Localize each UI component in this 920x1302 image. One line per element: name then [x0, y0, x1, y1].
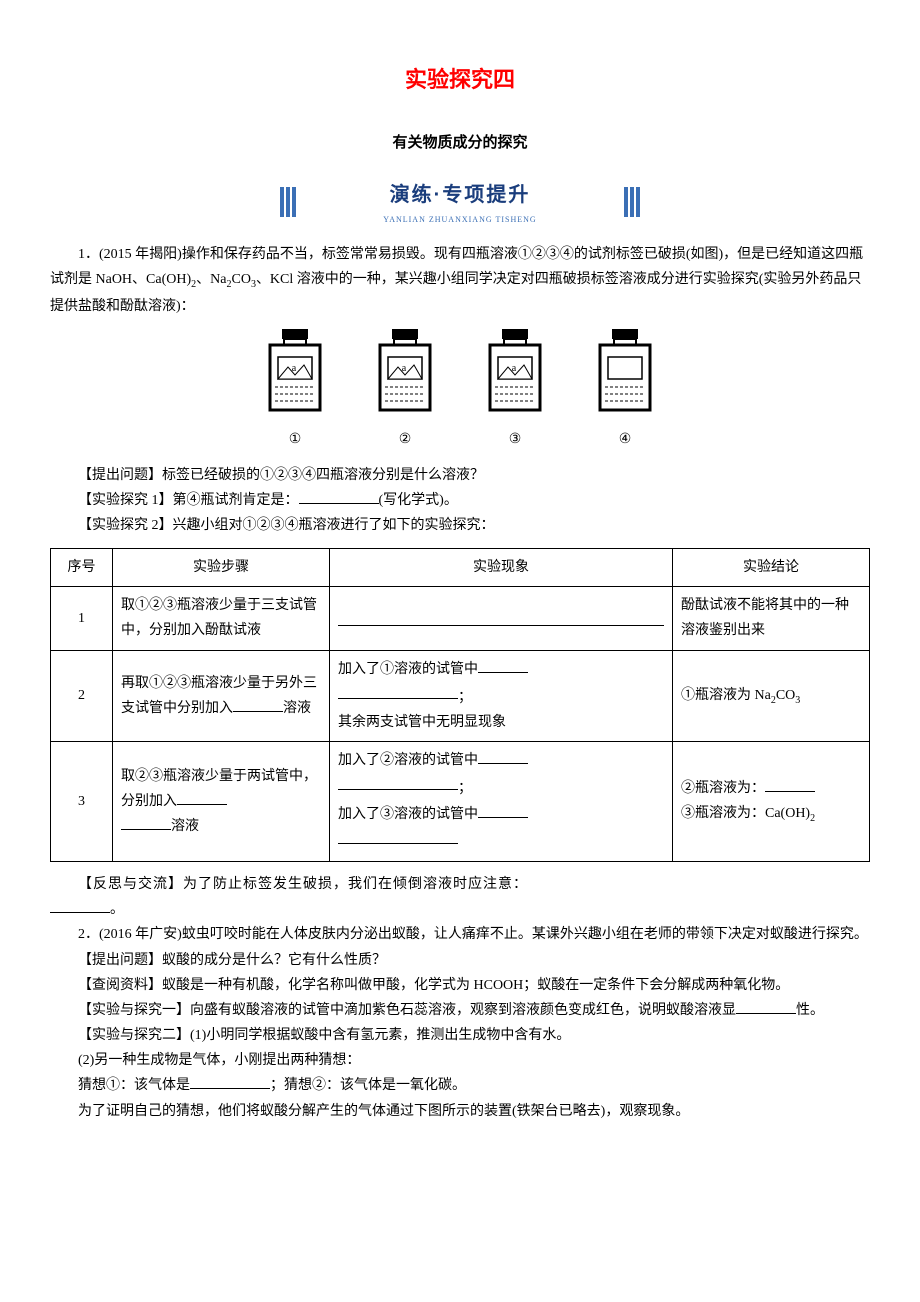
blank-input[interactable]	[338, 684, 458, 699]
phen-c: 加入了③溶液的试管中	[338, 807, 478, 822]
step-text-a: 取②③瓶溶液少量于两试管中，分别加入	[121, 769, 317, 809]
svg-text:a: a	[512, 363, 517, 374]
q1-propose: 【提出问题】标签已经破损的①②③④四瓶溶液分别是什么溶液？	[50, 463, 870, 488]
cell-phen	[330, 587, 673, 650]
blank-input[interactable]	[338, 611, 664, 626]
phen-a: 加入了②溶液的试管中	[338, 753, 478, 768]
sub: 3	[795, 694, 800, 705]
q2-intro: 2．(2016 年广安)蚊虫叮咬时能在人体皮肤内分泌出蚁酸，让人痛痒不止。某课外…	[50, 922, 870, 947]
q2-propose: 【提出问题】蚁酸的成分是什么？它有什么性质？	[50, 948, 870, 973]
table-row: 3 取②③瓶溶液少量于两试管中，分别加入 溶液 加入了②溶液的试管中 ； 加入了…	[51, 742, 870, 862]
table-row: 2 再取①②③瓶溶液少量于另外三支试管中分别加入溶液 加入了①溶液的试管中 ； …	[51, 650, 870, 742]
banner-pinyin: YANLIAN ZHUANXIANG TISHENG	[296, 213, 624, 227]
blank-input[interactable]	[177, 804, 227, 805]
banner-bars-left	[280, 187, 296, 217]
cell-step: 取②③瓶溶液少量于两试管中，分别加入 溶液	[113, 742, 330, 862]
bottle-num-3: ③	[480, 427, 550, 452]
guess-a: 猜想①：该气体是	[78, 1078, 190, 1093]
q2-verify: 为了证明自己的猜想，他们将蚁酸分解产生的气体通过下图所示的装置(铁架台已略去)，…	[50, 1099, 870, 1124]
blank-input[interactable]	[736, 999, 796, 1014]
bottle-icon: a	[480, 329, 550, 414]
bottle-num-2: ②	[370, 427, 440, 452]
q1-exp1-tail: (写化学式)。	[379, 493, 458, 508]
bottle-icon	[590, 329, 660, 414]
cell-concl: ①瓶溶液为 Na2CO3	[673, 650, 870, 742]
cell-step: 取①②③瓶溶液少量于三支试管中，分别加入酚酞试液	[113, 587, 330, 650]
bottle-1: a ①	[260, 329, 330, 452]
bottle-4: ④	[590, 329, 660, 452]
cell-phen: 加入了①溶液的试管中 ； 其余两支试管中无明显现象	[330, 650, 673, 742]
blank-input[interactable]	[121, 829, 171, 830]
step-text-b: 溶液	[171, 819, 199, 834]
cell-phen: 加入了②溶液的试管中 ； 加入了③溶液的试管中	[330, 742, 673, 862]
step-text-b: 溶液	[283, 701, 311, 716]
q1-reflect: 【反思与交流】为了防止标签发生破损，我们在倾倒溶液时应注意：	[50, 872, 870, 897]
phen-b: ；	[458, 690, 472, 705]
q1-exp1: 【实验探究 1】第④瓶试剂肯定是： (写化学式)。	[50, 488, 870, 513]
cell-seq: 2	[51, 650, 113, 742]
concl-a: ①瓶溶液为 Na	[681, 688, 771, 703]
blank-input[interactable]	[765, 791, 815, 792]
bottle-3: a ③	[480, 329, 550, 452]
blank-input[interactable]	[338, 775, 458, 790]
th-phen: 实验现象	[330, 549, 673, 587]
phen-b: ；	[458, 781, 472, 796]
subtitle: 有关物质成分的探究	[50, 130, 870, 157]
banner: 演练·专项提升 YANLIAN ZHUANXIANG TISHENG	[280, 177, 640, 227]
table-header-row: 序号 实验步骤 实验现象 实验结论	[51, 549, 870, 587]
experiment-table: 序号 实验步骤 实验现象 实验结论 1 取①②③瓶溶液少量于三支试管中，分别加入…	[50, 548, 870, 862]
q2-info: 【查阅资料】蚁酸是一种有机酸，化学名称叫做甲酸，化学式为 HCOOH；蚁酸在一定…	[50, 973, 870, 998]
reflect-text: 【反思与交流】为了防止标签发生破损，我们在倾倒溶液时应注意：	[78, 877, 528, 892]
banner-bars-right	[624, 187, 640, 217]
guess-b: ；猜想②：该气体是一氧化碳。	[270, 1078, 466, 1093]
blank-input[interactable]	[50, 898, 110, 913]
q2-exp2-1: 【实验与探究二】(1)小明同学根据蚁酸中含有氢元素，推测出生成物中含有水。	[50, 1023, 870, 1048]
bottle-icon: a	[260, 329, 330, 414]
th-concl: 实验结论	[673, 549, 870, 587]
concl-b: CO	[776, 688, 795, 703]
table-row: 1 取①②③瓶溶液少量于三支试管中，分别加入酚酞试液 酚酞试液不能将其中的一种溶…	[51, 587, 870, 650]
phen-c: 其余两支试管中无明显现象	[338, 715, 506, 730]
th-step: 实验步骤	[113, 549, 330, 587]
th-seq: 序号	[51, 549, 113, 587]
blank-input[interactable]	[478, 763, 528, 764]
q1-intro-b: 、Na	[196, 272, 226, 287]
q1-intro-c: CO	[231, 272, 250, 287]
q2-exp2-2: (2)另一种生成物是气体，小刚提出两种猜想：	[50, 1048, 870, 1073]
concl-b: ③瓶溶液为：Ca(OH)	[681, 806, 810, 821]
bottles-row: a ① a ② a	[50, 329, 870, 452]
blank-input[interactable]	[233, 711, 283, 712]
svg-text:a: a	[402, 363, 407, 374]
bottle-icon: a	[370, 329, 440, 414]
q2-exp1-a: 【实验与探究一】向盛有蚁酸溶液的试管中滴加紫色石蕊溶液，观察到溶液颜色变成红色，…	[78, 1003, 736, 1018]
sub: 2	[810, 813, 815, 824]
cell-concl: 酚酞试液不能将其中的一种溶液鉴别出来	[673, 587, 870, 650]
q2-guess: 猜想①：该气体是 ；猜想②：该气体是一氧化碳。	[50, 1073, 870, 1098]
cell-seq: 1	[51, 587, 113, 650]
cell-step: 再取①②③瓶溶液少量于另外三支试管中分别加入溶液	[113, 650, 330, 742]
bottle-num-1: ①	[260, 427, 330, 452]
banner-main-text: 演练·专项提升	[296, 177, 624, 213]
blank-input[interactable]	[190, 1074, 270, 1089]
concl-a: ②瓶溶液为：	[681, 781, 765, 796]
blank-input[interactable]	[299, 489, 379, 504]
svg-text:a: a	[292, 363, 297, 374]
cell-concl: ②瓶溶液为： ③瓶溶液为：Ca(OH)2	[673, 742, 870, 862]
blank-input[interactable]	[478, 672, 528, 673]
page-title: 实验探究四	[50, 60, 870, 100]
bottle-num-4: ④	[590, 427, 660, 452]
blank-input[interactable]	[478, 817, 528, 818]
q1-exp2: 【实验探究 2】兴趣小组对①②③④瓶溶液进行了如下的实验探究：	[50, 513, 870, 538]
cell-seq: 3	[51, 742, 113, 862]
q2-exp1: 【实验与探究一】向盛有蚁酸溶液的试管中滴加紫色石蕊溶液，观察到溶液颜色变成红色，…	[50, 998, 870, 1023]
bottle-2: a ②	[370, 329, 440, 452]
blank-input[interactable]	[338, 829, 458, 844]
q1-intro: 1．(2015 年揭阳)操作和保存药品不当，标签常常易损毁。现有四瓶溶液①②③④…	[50, 242, 870, 319]
q1-exp1-label: 【实验探究 1】第④瓶试剂肯定是：	[78, 493, 299, 508]
phen-a: 加入了①溶液的试管中	[338, 662, 478, 677]
q2-exp1-b: 性。	[796, 1003, 824, 1018]
